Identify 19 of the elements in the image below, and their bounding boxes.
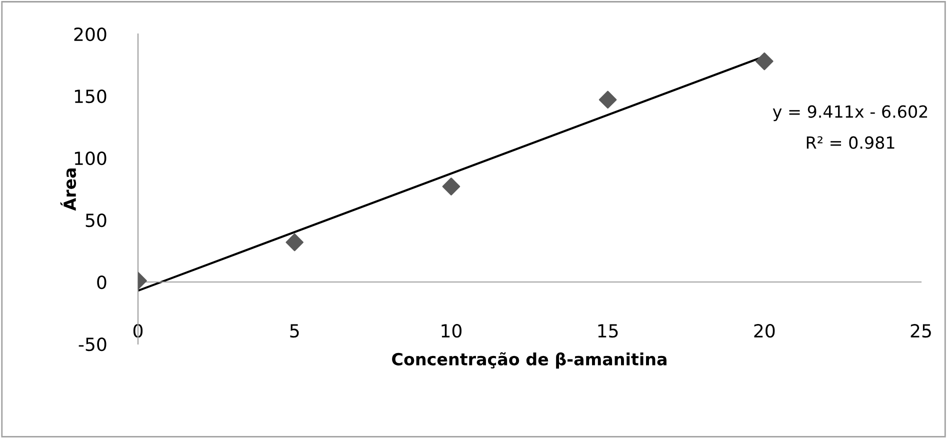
point bbox=[442, 178, 460, 196]
point bbox=[286, 233, 304, 252]
y-axis-title: Área bbox=[60, 168, 76, 211]
y-tick-label: 50 bbox=[86, 213, 106, 228]
y-tick-label: 200 bbox=[74, 27, 106, 42]
x-tick-label: 25 bbox=[910, 324, 931, 338]
y-tick-label: 0 bbox=[97, 275, 106, 290]
x-tick-label: 15 bbox=[598, 324, 618, 338]
x-tick-label: 20 bbox=[754, 324, 775, 338]
x-tick-label: 10 bbox=[442, 324, 462, 338]
y-tick-label: -50 bbox=[78, 337, 106, 352]
x-axis-title: Concentração de β-amanitina bbox=[392, 352, 666, 369]
point bbox=[598, 90, 617, 109]
x-tick-label: 5 bbox=[290, 324, 299, 338]
y-tick-label: 150 bbox=[74, 89, 106, 104]
annotation: R² = 0.981 bbox=[806, 136, 894, 149]
annotation: y = 9.411x - 6.602 bbox=[772, 105, 928, 122]
y-tick-label: 100 bbox=[74, 151, 106, 166]
point bbox=[755, 52, 774, 70]
